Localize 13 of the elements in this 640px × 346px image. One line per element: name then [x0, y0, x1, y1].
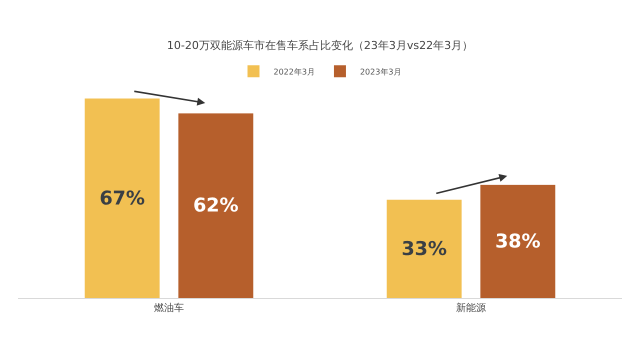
legend-label: 2022年3月 — [274, 67, 315, 76]
chart-title: 10-20万双能源车市在售车系占比变化（23年3月vs22年3月） — [166, 38, 474, 52]
data-label: 67% — [99, 187, 145, 210]
bar — [84, 98, 160, 298]
data-label: 62% — [193, 194, 239, 217]
x-tick-label: 新能源 — [456, 302, 486, 314]
data-label: 38% — [495, 230, 541, 252]
legend-label: 2023年3月 — [360, 67, 402, 76]
bar — [386, 200, 462, 298]
x-tick-label: 燃油车 — [154, 302, 184, 314]
bar — [178, 113, 254, 298]
data-label: 33% — [401, 238, 447, 260]
bar — [480, 184, 556, 298]
